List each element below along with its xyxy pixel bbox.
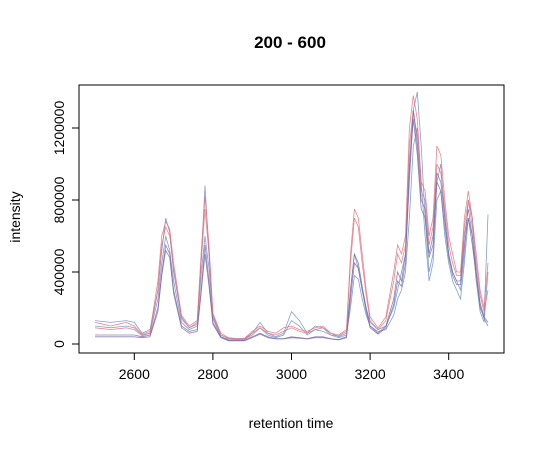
y-tick-label: 400000	[51, 248, 67, 295]
chart-title: 200 - 600	[254, 33, 326, 52]
series-line-3	[94, 95, 489, 340]
series-line-1	[94, 91, 489, 340]
y-axis: 0 400000 800000 1200000	[51, 101, 80, 348]
x-tick-label: 2600	[119, 366, 150, 382]
x-axis: 2600 2800 3000 3200 3400	[119, 352, 464, 382]
x-tick-label: 3400	[433, 366, 464, 382]
x-axis-label: retention time	[249, 415, 334, 431]
x-tick-label: 3200	[355, 366, 386, 382]
y-tick-label: 800000	[51, 176, 67, 223]
plot-frame	[78, 84, 505, 354]
series-line-2	[94, 127, 489, 340]
x-tick-label: 2800	[197, 366, 228, 382]
y-axis-label: intensity	[7, 191, 23, 242]
series-layer	[94, 91, 489, 342]
series-line-6	[95, 118, 489, 342]
y-tick-label: 0	[51, 340, 67, 348]
series-line-4	[94, 109, 489, 340]
x-tick-label: 3000	[276, 366, 307, 382]
y-tick-label: 1200000	[51, 101, 67, 156]
